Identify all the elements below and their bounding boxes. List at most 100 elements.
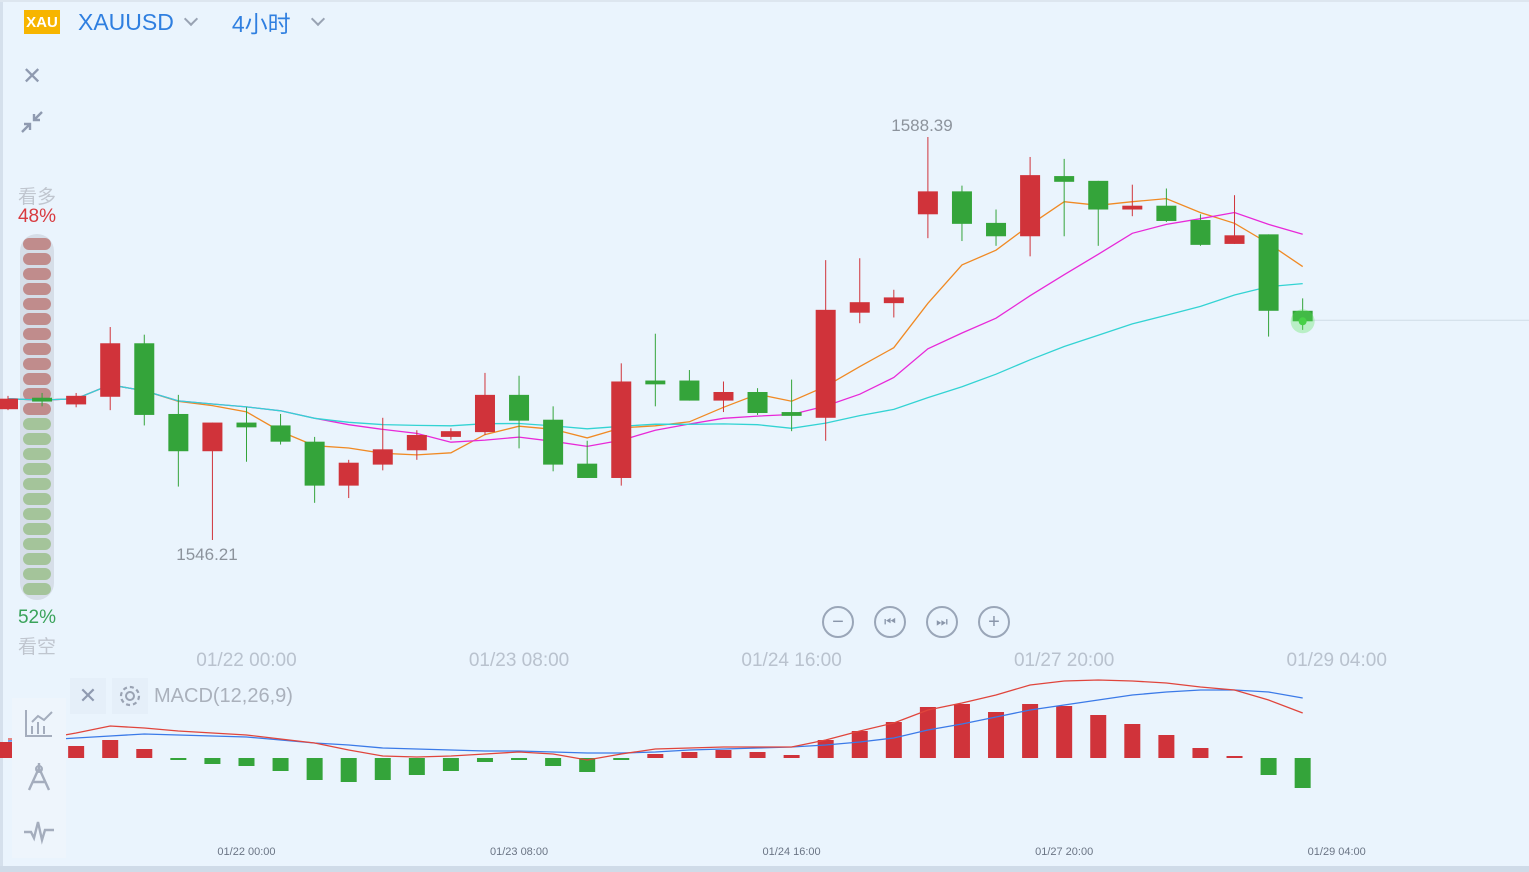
bear-percent: 52% [17,607,57,628]
macd-histogram-bar [1226,756,1243,758]
candle-up [713,391,734,401]
live-price-dot [1298,317,1307,326]
candle-down [679,380,700,401]
jump-end-button[interactable]: ⏭ [926,606,958,638]
x-axis-label: 01/22 00:00 [196,650,297,671]
candle-down [951,191,972,224]
macd-dea-line [7,689,1303,754]
macd-histogram-bar [374,758,391,780]
candle-down [509,394,530,421]
candle-up [0,398,18,410]
bottom-border [0,866,1529,872]
zoom-out-button[interactable]: − [822,606,854,638]
candle-up [1122,205,1143,210]
macd-x-axis-label: 01/24 16:00 [762,846,821,858]
ma10-line [7,211,1303,448]
macd-histogram-bar [1090,715,1107,758]
waveform-icon[interactable] [22,814,56,848]
indicator-settings-button[interactable] [112,678,148,714]
close-indicator-button[interactable]: ✕ [70,678,106,714]
macd-histogram-bar [136,749,153,758]
macd-histogram-bar [988,712,1005,758]
macd-histogram-bar [579,758,596,772]
macd-histogram-bar [408,758,425,775]
x-axis-label: 01/27 20:00 [1013,650,1115,671]
chart-header: XAU XAUUSD 4小时 [24,6,325,38]
jump-start-button[interactable]: ⏮ [874,606,906,638]
bear-pill [23,418,51,430]
bull-pill [23,358,51,370]
symbol-selector[interactable]: XAUUSD [78,8,174,35]
x-axis-label: 01/23 08:00 [468,650,570,671]
macd-histogram-bar [68,746,85,758]
macd-histogram-bar [953,704,970,758]
bull-pill [23,268,51,280]
candle-down [1258,234,1279,311]
macd-histogram-bar [613,758,630,760]
candle-down [1054,176,1075,182]
indicator-chart-icon[interactable] [22,706,56,740]
bear-pill [23,553,51,565]
candle-up [1224,235,1245,244]
bull-pill [23,388,51,400]
bear-pill [23,478,51,490]
close-icon[interactable]: ✕ [22,63,43,90]
macd-histogram-bar [817,740,834,758]
macd-header: ✕ MACD(12,26,9) [70,678,293,714]
candle-up [440,431,461,437]
candle-down [1292,310,1313,322]
top-border [0,0,1529,2]
candle-down [781,412,802,416]
macd-x-axis-label: 01/23 08:00 [489,846,549,858]
bull-label: 看多 [17,187,56,208]
macd-x-axis-label: 01/27 20:00 [1035,846,1094,858]
candle-down [645,380,666,385]
bear-pill [23,568,51,580]
candle-down [236,422,257,428]
candle-down [134,343,155,415]
candle-up [474,394,495,433]
macd-histogram-bar [681,752,698,758]
macd-histogram-bar [545,758,562,766]
macd-histogram-bar [1158,735,1175,758]
macd-histogram-bar [511,758,528,760]
candle-down [747,391,768,414]
candle-up [100,343,121,397]
close-icon: ✕ [78,683,98,708]
macd-histogram-bar [715,750,732,758]
candle-up [1020,175,1041,237]
candle-down [986,222,1007,237]
bull-pill [23,298,51,310]
gear-icon [119,685,141,707]
macd-histogram-bar [1192,748,1209,758]
candle-down [1190,220,1211,245]
candle-down [543,419,564,465]
candle-down [1088,180,1109,210]
bull-pill [23,373,51,385]
bull-pill [23,328,51,340]
candle-down [168,413,189,452]
timeframe-selector[interactable]: 4小时 [231,11,291,37]
bear-pill [23,583,51,595]
macd-x-axis-label: 01/22 00:00 [217,846,276,858]
macd-histogram-bar [340,758,357,782]
macd-histogram-bar [272,758,289,771]
sentiment-bar [20,234,54,600]
x-axis-label: 01/24 16:00 [741,650,842,671]
macd-x-axis-label: 01/29 04:00 [1307,846,1366,858]
candle-up [815,309,836,418]
macd-histogram-bar [306,758,323,780]
drawing-compass-icon[interactable] [22,760,56,794]
macd-histogram-bar [1294,758,1311,788]
zoom-in-button[interactable]: + [978,606,1010,638]
low-price-label: 1546.21 [176,545,237,564]
collapse-icon[interactable] [20,110,44,139]
skip-forward-icon: ⏭ [936,614,948,629]
macd-histogram-bar [647,754,664,758]
macd-label: MACD(12,26,9) [154,684,293,707]
bull-percent: 48% [17,206,57,227]
macd-dif-line [8,679,1303,761]
candle-up [849,302,870,313]
macd-histogram-bar [885,722,902,758]
